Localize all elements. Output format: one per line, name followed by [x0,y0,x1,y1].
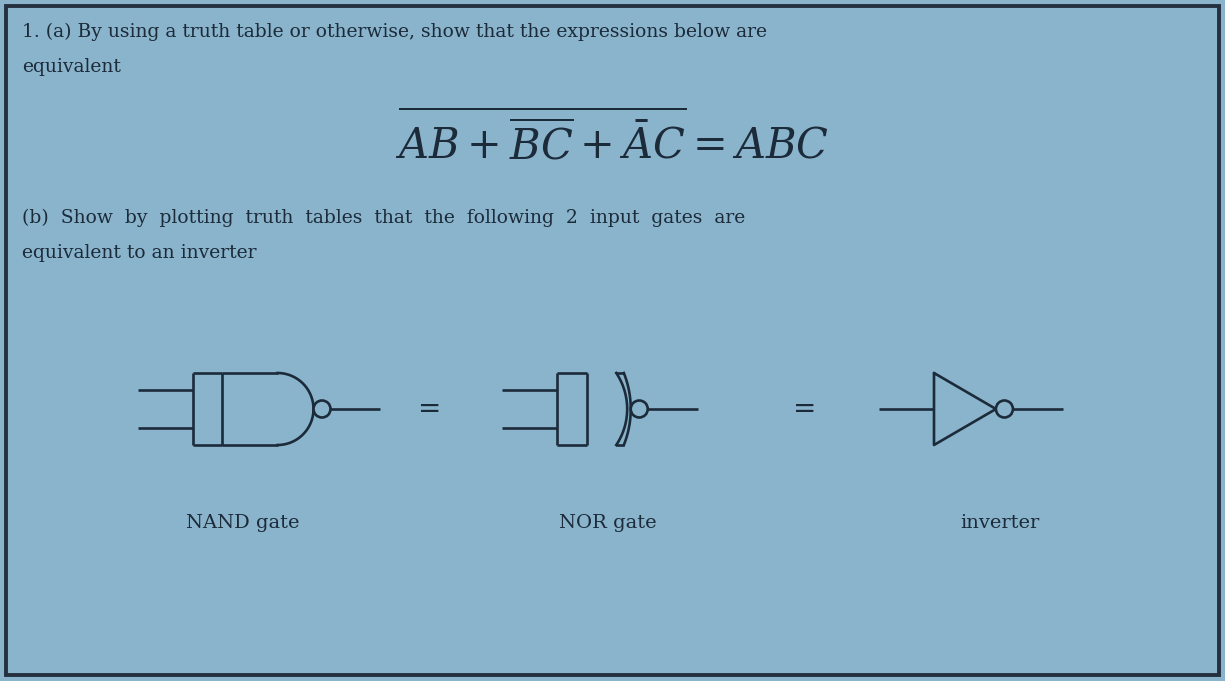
Circle shape [996,400,1013,417]
Text: inverter: inverter [960,514,1040,532]
Text: equivalent: equivalent [22,58,121,76]
Text: 1. (a) By using a truth table or otherwise, show that the expressions below are: 1. (a) By using a truth table or otherwi… [22,23,767,42]
Text: $\overline{AB + \overline{BC} + \bar{A}C} = ABC$: $\overline{AB + \overline{BC} + \bar{A}C… [394,110,829,168]
Text: equivalent to an inverter: equivalent to an inverter [22,244,256,262]
Text: =: = [794,396,817,422]
Text: =: = [418,396,442,422]
Text: NOR gate: NOR gate [559,514,657,532]
Text: (b)  Show  by  plotting  truth  tables  that  the  following  2  input  gates  a: (b) Show by plotting truth tables that t… [22,209,745,227]
Circle shape [631,400,648,417]
Text: NAND gate: NAND gate [186,514,300,532]
Circle shape [314,400,331,417]
